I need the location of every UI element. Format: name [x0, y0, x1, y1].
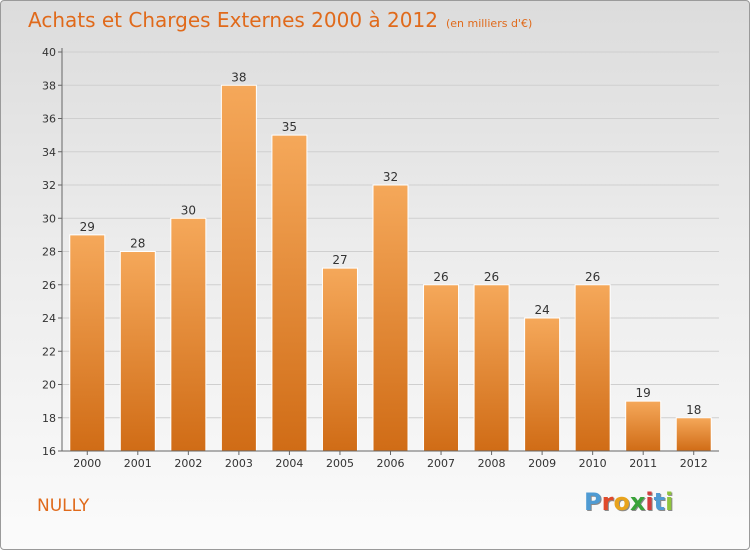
- y-tick-label: 20: [42, 379, 56, 392]
- x-tick-label: 2007: [427, 457, 455, 470]
- x-tick-label: 2000: [73, 457, 101, 470]
- y-tick-label: 28: [42, 246, 56, 259]
- y-tick-label: 36: [42, 113, 56, 126]
- y-tick-label: 22: [42, 345, 56, 358]
- logo-letter: i: [665, 488, 674, 516]
- chart-title: Achats et Charges Externes 2000 à 2012 (e…: [28, 8, 532, 32]
- x-tick-label: 2009: [528, 457, 556, 470]
- bar: [220, 84, 257, 452]
- chart-unit: (en milliers d'€): [445, 17, 533, 30]
- data-label: 29: [80, 220, 95, 234]
- x-tick-label: 2005: [326, 457, 354, 470]
- data-label: 35: [282, 120, 297, 134]
- data-label: 26: [433, 270, 448, 284]
- bar: [524, 317, 561, 452]
- bar: [675, 417, 712, 452]
- y-tick-label: 40: [42, 46, 56, 59]
- bar: [271, 134, 308, 452]
- y-tick-label: 30: [42, 212, 56, 225]
- y-tick-label: 38: [42, 79, 56, 92]
- data-label: 32: [383, 170, 398, 184]
- town-name: NULLY: [37, 496, 90, 516]
- y-tick-label: 16: [42, 445, 56, 458]
- y-tick-label: 34: [42, 146, 56, 159]
- proxiti-logo: Proxiti: [584, 488, 673, 516]
- data-label: 18: [686, 403, 701, 417]
- bar: [321, 267, 358, 452]
- x-tick-label: 2010: [579, 457, 607, 470]
- y-tick-label: 26: [42, 279, 56, 292]
- data-label: 26: [484, 270, 499, 284]
- x-tick-label: 2008: [478, 457, 506, 470]
- x-tick-label: 2012: [680, 457, 708, 470]
- logo-letter: P: [584, 488, 602, 516]
- x-tick-label: 2002: [174, 457, 202, 470]
- data-label: 19: [636, 386, 651, 400]
- data-label: 30: [181, 203, 196, 217]
- y-tick-label: 18: [42, 412, 56, 425]
- data-label: 38: [231, 70, 246, 84]
- data-label: 26: [585, 270, 600, 284]
- bar: [119, 251, 156, 452]
- bar: [574, 284, 611, 452]
- bar: [372, 184, 409, 452]
- logo-letter: x: [629, 488, 646, 516]
- x-tick-label: 2001: [124, 457, 152, 470]
- chart-title-text: Achats et Charges Externes 2000 à 2012: [28, 8, 438, 32]
- x-tick-label: 2011: [629, 457, 657, 470]
- bar: [625, 400, 662, 452]
- bar: [69, 234, 106, 452]
- data-label: 27: [332, 253, 347, 267]
- x-tick-label: 2004: [275, 457, 303, 470]
- bar: [170, 217, 207, 452]
- y-tick-label: 32: [42, 179, 56, 192]
- x-tick-label: 2003: [225, 457, 253, 470]
- data-label: 28: [130, 237, 145, 251]
- bar: [423, 284, 460, 452]
- x-tick-label: 2006: [377, 457, 405, 470]
- logo-letter: i: [645, 488, 654, 516]
- bar: [473, 284, 510, 452]
- data-label: 24: [534, 303, 549, 317]
- logo-letter: t: [653, 488, 666, 516]
- logo-letter: o: [613, 488, 630, 516]
- y-tick-label: 24: [42, 312, 56, 325]
- logo-letter: r: [601, 488, 614, 516]
